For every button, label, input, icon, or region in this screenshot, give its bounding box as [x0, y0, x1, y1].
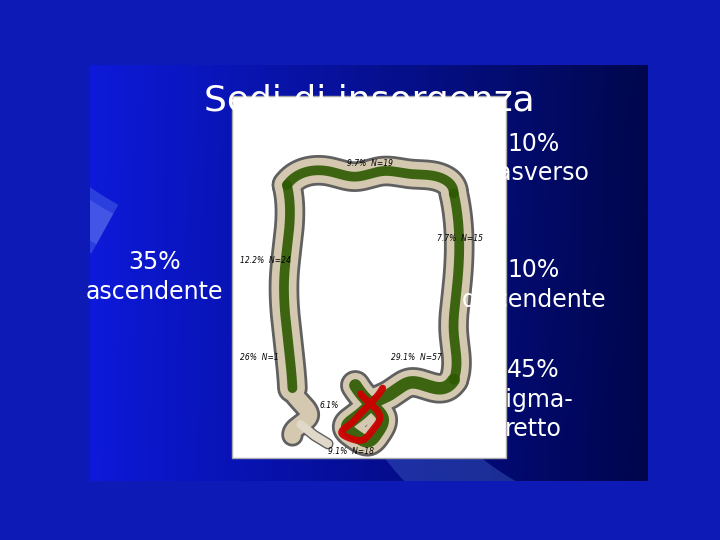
FancyBboxPatch shape	[233, 96, 505, 458]
Text: 10%
discendente: 10% discendente	[462, 258, 606, 312]
Text: Sedi di insorgenza: Sedi di insorgenza	[204, 84, 534, 118]
Text: 35%
ascendente: 35% ascendente	[86, 250, 223, 303]
Text: 10%
trasverso: 10% trasverso	[478, 132, 589, 185]
Text: 45%
sigma-
retto: 45% sigma- retto	[494, 358, 574, 441]
